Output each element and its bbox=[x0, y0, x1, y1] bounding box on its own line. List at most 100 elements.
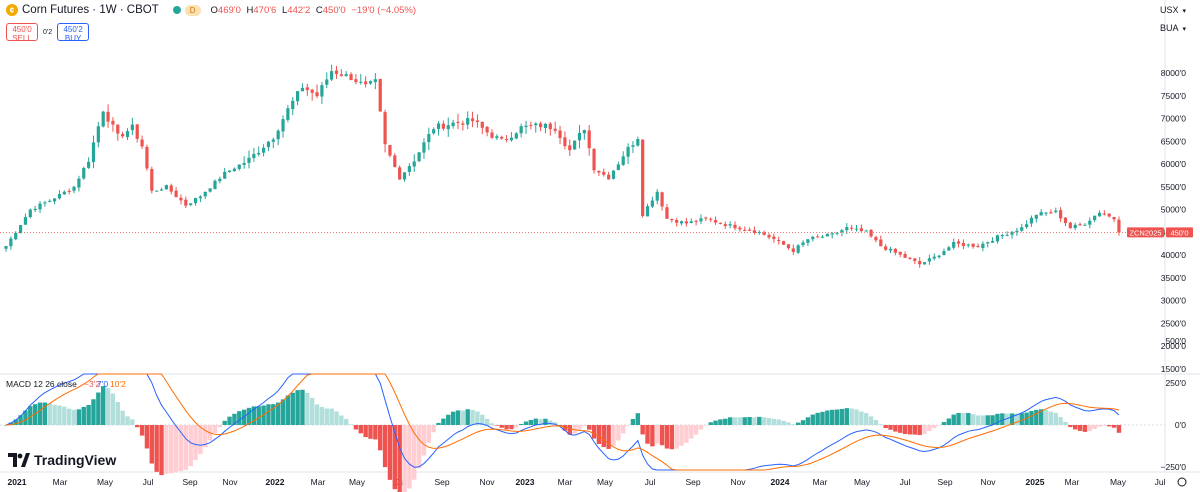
time-tick-label: Sep bbox=[434, 477, 449, 487]
tradingview-logo[interactable]: TradingView bbox=[8, 452, 116, 468]
histogram-bar bbox=[674, 425, 679, 449]
histogram-bar bbox=[961, 413, 966, 425]
histogram-bar bbox=[305, 392, 310, 425]
histogram-bar bbox=[1073, 425, 1078, 430]
candle-body bbox=[611, 170, 616, 179]
histogram-bar bbox=[407, 425, 412, 489]
candle-body bbox=[602, 171, 606, 175]
candle-body bbox=[23, 217, 28, 225]
histogram-bar bbox=[1038, 409, 1044, 425]
data-badge[interactable]: D bbox=[184, 4, 201, 16]
candle-body bbox=[72, 186, 76, 191]
price-tick-label: 6500'0 bbox=[1161, 136, 1187, 146]
histogram-bar bbox=[378, 425, 383, 451]
candle-body bbox=[1068, 222, 1072, 229]
candle-body bbox=[650, 200, 654, 207]
candle-body bbox=[393, 155, 397, 167]
candle-body bbox=[932, 256, 936, 259]
histogram-bar bbox=[81, 406, 86, 425]
histogram-bar bbox=[528, 419, 534, 425]
histogram-bar bbox=[460, 410, 466, 425]
histogram-bar bbox=[970, 414, 976, 425]
candle-body bbox=[986, 242, 990, 244]
candle-body bbox=[762, 232, 766, 235]
histogram-bar bbox=[246, 407, 252, 425]
candle-body bbox=[670, 218, 674, 221]
macd-value-1: −3'2 bbox=[84, 379, 100, 389]
symbol-title[interactable]: Corn Futures · 1W · CBOT bbox=[22, 4, 159, 16]
currency-select[interactable]: USX ▾ bbox=[1159, 5, 1186, 15]
macd-value-2: 7'0 bbox=[97, 379, 108, 389]
candle-body bbox=[96, 126, 100, 143]
histogram-bar bbox=[125, 416, 130, 425]
candle-body bbox=[432, 129, 436, 134]
candle-body bbox=[723, 224, 727, 226]
candle-body bbox=[106, 111, 110, 122]
candle-body bbox=[976, 246, 980, 248]
time-tick-label: Nov bbox=[980, 477, 996, 487]
histogram-bar bbox=[76, 409, 82, 425]
candle-body bbox=[87, 161, 91, 168]
histogram-bar bbox=[57, 405, 62, 425]
histogram-bar bbox=[995, 413, 1000, 425]
candle-body bbox=[1117, 219, 1121, 233]
candle-body bbox=[1020, 227, 1024, 231]
candle-body bbox=[811, 236, 815, 240]
histogram-bar bbox=[679, 425, 684, 446]
candle-body bbox=[864, 230, 868, 232]
unit-select[interactable]: BUA ▾ bbox=[1159, 23, 1186, 33]
candle-body bbox=[956, 241, 961, 244]
candle-body bbox=[1059, 210, 1063, 219]
candle-body bbox=[616, 164, 620, 171]
candle-body bbox=[966, 244, 970, 246]
histogram-bar bbox=[66, 408, 72, 425]
histogram-bar bbox=[484, 418, 490, 425]
histogram-bar bbox=[732, 417, 738, 425]
histogram-bar bbox=[966, 413, 971, 425]
candle-body bbox=[125, 131, 130, 138]
histogram-bar bbox=[135, 425, 140, 428]
chevron-down-icon: ▾ bbox=[1182, 8, 1186, 15]
histogram-bar bbox=[183, 425, 189, 470]
settings-icon bbox=[1177, 477, 1187, 487]
candle-body bbox=[286, 108, 290, 120]
candle-body bbox=[675, 219, 679, 223]
candle-body bbox=[77, 178, 81, 188]
histogram-bar bbox=[348, 424, 354, 425]
market-status-icon[interactable] bbox=[172, 6, 181, 14]
time-tick-label: Nov bbox=[222, 477, 238, 487]
histogram-bar bbox=[431, 425, 436, 433]
histogram-bar bbox=[499, 425, 504, 428]
candle-body bbox=[57, 194, 62, 199]
histogram-bar bbox=[266, 404, 271, 425]
candle-body bbox=[349, 74, 353, 81]
histogram-bar bbox=[241, 409, 247, 425]
candle-body bbox=[305, 87, 309, 91]
buy-button[interactable]: 450'2 BUY bbox=[57, 23, 90, 43]
histogram-bar bbox=[232, 413, 237, 425]
candle-body bbox=[893, 248, 897, 253]
histogram-bar bbox=[577, 425, 582, 430]
sell-button[interactable]: 450'0 SELL bbox=[6, 23, 38, 43]
candle-body bbox=[1102, 213, 1106, 215]
candle-body bbox=[913, 258, 917, 261]
candle-body bbox=[718, 222, 723, 224]
histogram-bar bbox=[723, 418, 728, 425]
time-tick-label: May bbox=[597, 477, 614, 487]
candle-body bbox=[227, 170, 232, 173]
candle-body bbox=[509, 137, 514, 141]
histogram-bar bbox=[358, 425, 363, 434]
candle-body bbox=[631, 145, 635, 147]
open-value: 469'0 bbox=[217, 4, 241, 16]
histogram-bar bbox=[1092, 425, 1097, 429]
histogram-bar bbox=[412, 425, 417, 480]
candle-body bbox=[500, 136, 504, 139]
candle-body bbox=[344, 74, 348, 77]
histogram-bar bbox=[42, 402, 48, 425]
candle-body bbox=[456, 121, 460, 123]
candle-body bbox=[504, 139, 509, 141]
candle-body bbox=[407, 166, 411, 172]
time-tick-label: Nov bbox=[479, 477, 495, 487]
candle-body bbox=[169, 185, 173, 192]
